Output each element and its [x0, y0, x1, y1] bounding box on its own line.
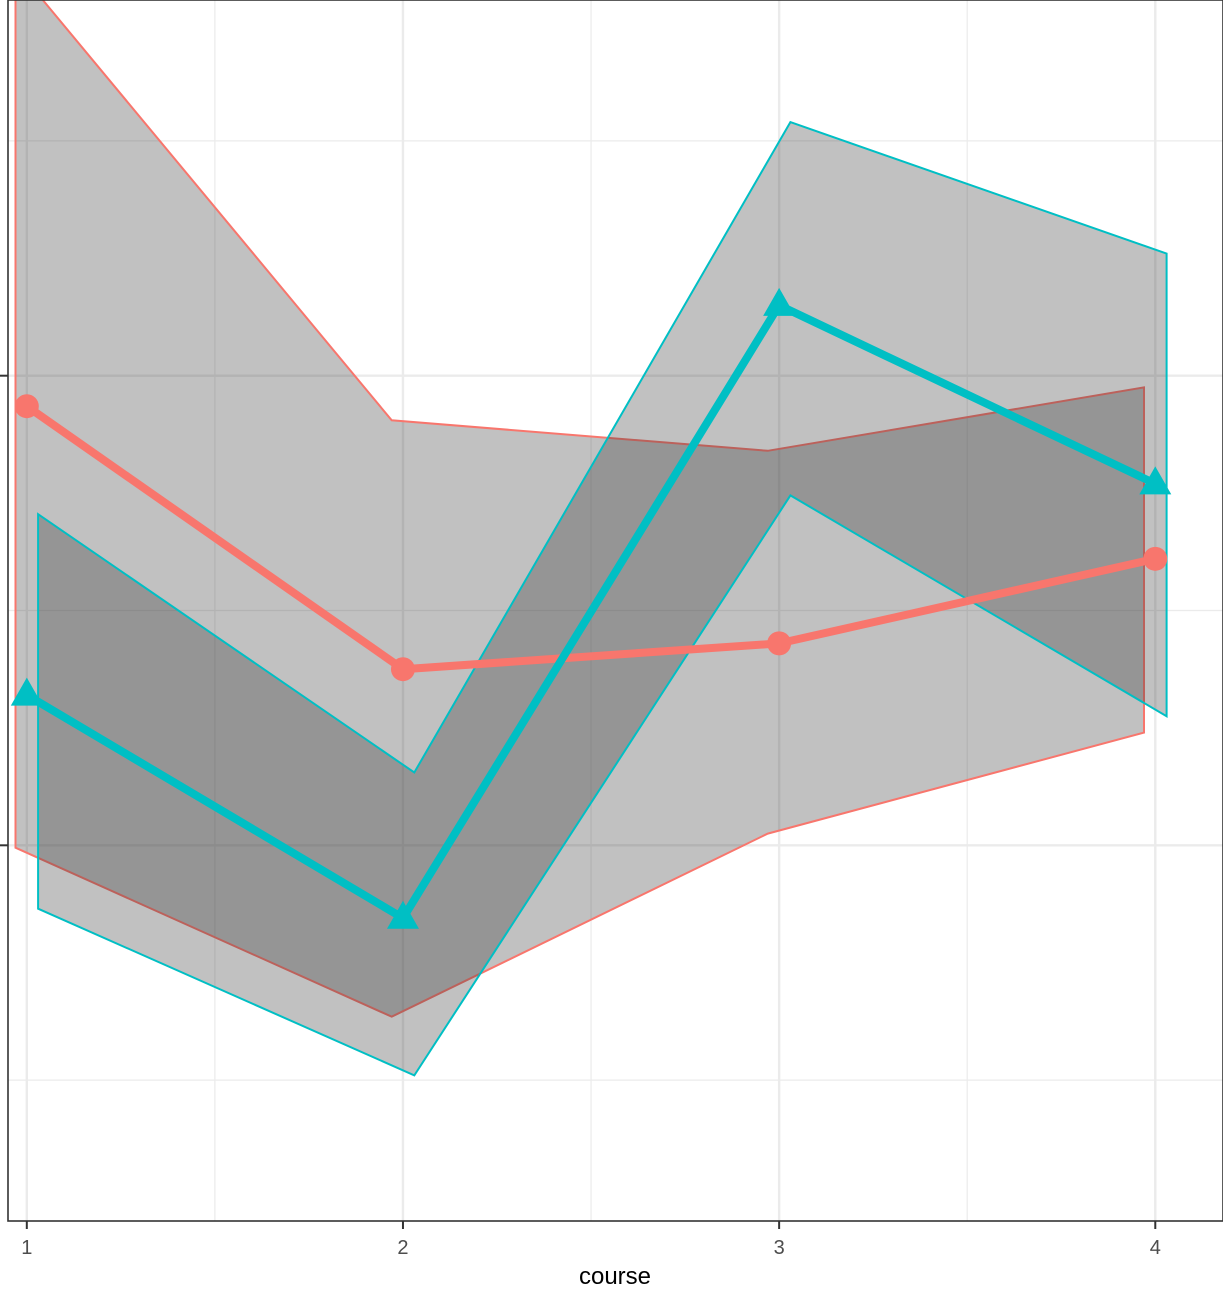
point-series-1	[1143, 546, 1168, 571]
line-series-2	[24, 301, 1158, 923]
x-tick-label: 2	[397, 1237, 408, 1259]
series-points	[10, 287, 1172, 929]
point-series-2	[1139, 466, 1172, 495]
x-axis-ticks: 1 2 3 4	[21, 1221, 1161, 1259]
point-series-1	[14, 394, 39, 419]
ribbon-series-1	[14, 0, 1145, 1018]
x-tick-label: 3	[774, 1237, 785, 1259]
major-gridlines	[8, 0, 1223, 1221]
x-tick-label: 4	[1150, 1237, 1161, 1259]
point-series-1	[767, 631, 792, 656]
panel-border	[7, 0, 1223, 1222]
x-tick-label: 1	[21, 1237, 32, 1259]
point-series-1	[390, 657, 415, 682]
y-axis-ticks	[0, 374, 8, 847]
point-series-2	[763, 287, 796, 316]
line-series-1	[24, 402, 1157, 674]
x-axis-title: course	[579, 1263, 651, 1290]
point-series-2	[10, 677, 43, 706]
series-lines	[24, 301, 1158, 923]
point-series-2	[386, 900, 419, 929]
